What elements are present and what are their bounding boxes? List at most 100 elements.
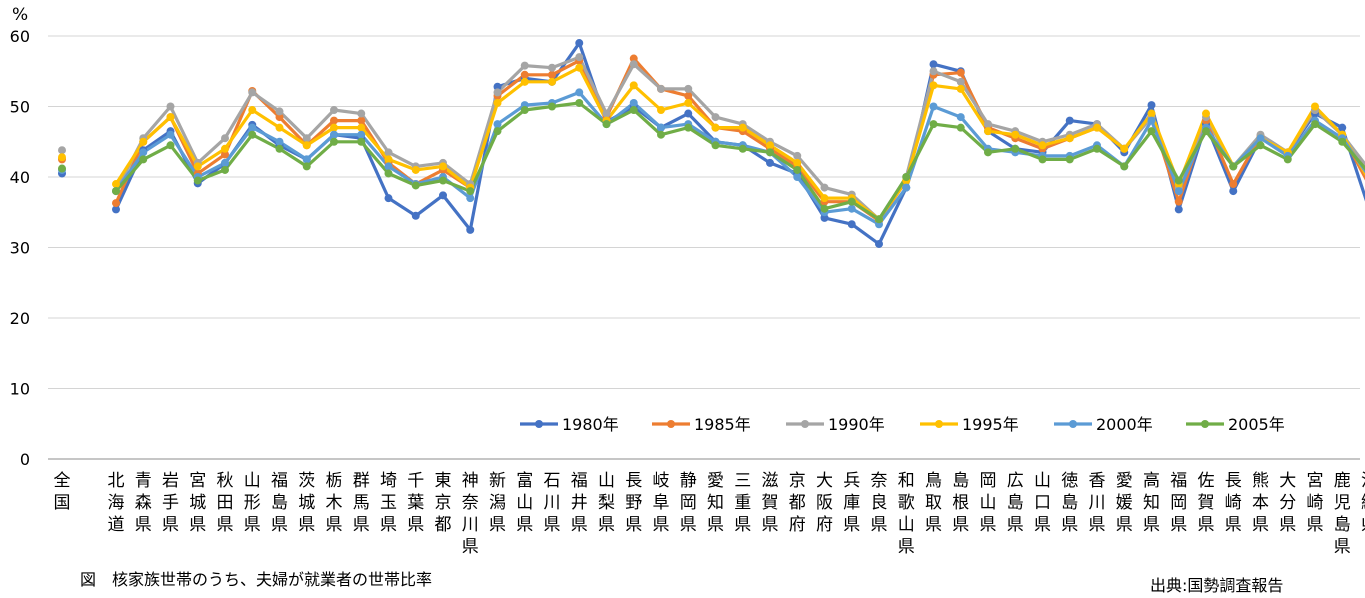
data-point: [139, 137, 148, 146]
data-point: [193, 176, 202, 185]
data-point: [493, 98, 502, 107]
x-tick-label: 滋賀県: [762, 471, 779, 535]
data-point: [166, 130, 175, 139]
x-tick-label: 三重県: [734, 471, 751, 535]
x-tick-label: 鳥取県: [925, 471, 942, 535]
x-tick-label: 長崎県: [1225, 471, 1242, 535]
y-tick-label: 20: [10, 309, 30, 328]
legend-label: 2005年: [1228, 415, 1285, 434]
data-point: [1174, 187, 1183, 196]
x-tick-label: 島根県: [952, 471, 969, 535]
data-point: [1202, 127, 1210, 136]
legend-marker: [535, 420, 543, 428]
data-point: [684, 98, 693, 107]
data-point: [575, 39, 584, 48]
data-point: [711, 113, 720, 122]
data-point: [1256, 141, 1265, 150]
data-point: [1229, 187, 1238, 196]
data-point: [357, 137, 366, 146]
data-point: [1147, 127, 1156, 136]
data-point: [357, 109, 366, 118]
x-tick-label: 愛媛県: [1116, 471, 1133, 535]
data-point: [520, 70, 529, 79]
data-point: [629, 106, 638, 115]
data-point: [984, 120, 992, 129]
data-point: [520, 77, 529, 86]
data-point: [384, 169, 393, 178]
data-point: [166, 102, 175, 111]
data-point: [221, 158, 229, 167]
data-point: [112, 205, 120, 214]
data-point: [275, 113, 284, 122]
data-point: [847, 204, 856, 213]
data-point: [657, 123, 665, 132]
data-point: [657, 84, 665, 93]
data-point: [929, 67, 938, 76]
x-tick-label: 岩手県: [162, 471, 179, 535]
data-point: [330, 123, 338, 132]
data-point: [1065, 134, 1074, 143]
x-tick-label: 新潟県: [489, 471, 506, 535]
data-point: [166, 141, 175, 150]
data-point: [1093, 144, 1101, 153]
data-point: [1311, 102, 1319, 111]
x-tick-label: 秋田県: [217, 471, 234, 535]
y-axis-label: %: [12, 5, 28, 25]
data-point: [248, 130, 257, 139]
data-point: [1229, 180, 1238, 189]
x-tick-label: 愛知県: [707, 471, 724, 535]
data-point: [847, 197, 856, 206]
data-point: [875, 215, 883, 224]
data-point: [221, 134, 229, 143]
data-point: [384, 148, 393, 157]
data-point: [330, 137, 338, 146]
x-tick-label: 山口県: [1034, 471, 1051, 535]
data-point: [493, 88, 502, 97]
x-tick-label: 沖縄県: [1361, 471, 1365, 535]
data-point: [820, 183, 829, 192]
data-point: [793, 173, 802, 181]
data-point: [411, 165, 420, 174]
legend-label: 1985年: [694, 415, 751, 434]
data-point: [248, 88, 257, 97]
data-point: [1011, 130, 1020, 139]
data-point: [629, 98, 638, 107]
legend-marker: [667, 420, 675, 428]
data-point: [820, 204, 829, 213]
x-tick-label: 大分県: [1279, 471, 1296, 535]
data-point: [193, 162, 202, 171]
x-tick-label: 神奈川県: [462, 471, 479, 557]
data-point: [466, 194, 475, 203]
data-point: [956, 68, 965, 77]
data-point: [1256, 134, 1265, 143]
data-point: [439, 191, 447, 200]
source-caption: 出典:国勢調査報告: [1150, 576, 1284, 595]
x-tick-label: 高知県: [1143, 471, 1160, 535]
data-point: [711, 123, 720, 132]
data-point: [166, 113, 175, 122]
y-tick-label: 30: [10, 239, 30, 258]
legend-label: 1995年: [962, 415, 1019, 434]
data-point: [1311, 120, 1319, 129]
data-point: [1147, 116, 1156, 125]
x-tick-label: 石川県: [544, 471, 561, 535]
data-point: [902, 173, 911, 181]
data-point: [793, 158, 802, 167]
legend-label: 1990年: [828, 415, 885, 434]
x-tick-label: 茨城県: [298, 471, 315, 535]
data-point: [520, 61, 529, 70]
data-point: [139, 148, 148, 157]
data-point: [58, 153, 66, 162]
y-tick-label: 60: [10, 27, 30, 46]
x-tick-label: 千葉県: [407, 471, 424, 535]
x-tick-label: 宮崎県: [1307, 471, 1324, 535]
data-point: [629, 81, 638, 90]
data-point: [248, 106, 257, 115]
data-point: [684, 84, 693, 93]
data-point: [139, 155, 148, 164]
figure-caption: 図 核家族世帯のうち、夫婦が就業者の世帯比率: [80, 570, 433, 589]
x-tick-label: 静岡県: [680, 471, 697, 535]
data-point: [548, 70, 556, 79]
data-point: [520, 106, 529, 115]
